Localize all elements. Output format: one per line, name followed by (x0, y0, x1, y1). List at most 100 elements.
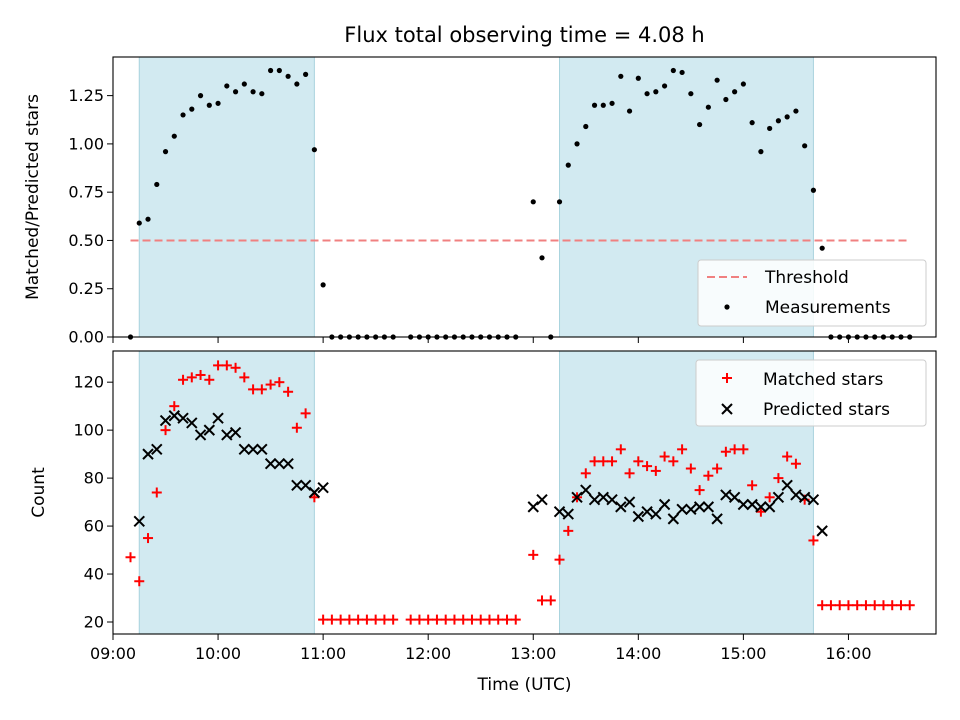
measurement-point (171, 133, 177, 139)
y-tick-label: 120 (73, 373, 104, 392)
matched-star-point (545, 595, 556, 606)
measurement-point (802, 143, 808, 149)
legend-predicted-label: Predicted stars (763, 400, 890, 420)
matched-star-point (729, 444, 740, 455)
x-tick-label: 15:00 (720, 644, 766, 663)
predicted-star-point (177, 412, 189, 424)
predicted-star-point (641, 505, 653, 518)
matched-star-point (887, 600, 898, 611)
matched-star-point (528, 549, 539, 560)
matched-star-point (878, 600, 889, 611)
matched-star-point (300, 408, 311, 419)
matched-star-point (650, 465, 661, 476)
predicted-star-point (807, 493, 820, 506)
bottom-y-axis: 20 40 60 80 100 120 (73, 373, 113, 632)
measurement-point (819, 245, 825, 251)
predicted-star-point (133, 515, 145, 527)
measurement-point (250, 89, 256, 95)
matched-star-point (431, 614, 442, 625)
measurement-point (810, 187, 817, 193)
predicted-star-point (755, 501, 767, 513)
matched-star-point (808, 535, 819, 546)
measurement-point (793, 108, 799, 114)
y-tick-label: 1.00 (68, 134, 104, 153)
measurement-point (276, 67, 282, 74)
measurement-point (723, 96, 729, 103)
predicted-star-point (221, 429, 233, 441)
predicted-star-point (536, 493, 548, 506)
predicted-star-point (580, 484, 592, 496)
measurement-point (206, 102, 212, 108)
matched-star-point (537, 595, 548, 606)
predicted-star-point (142, 448, 154, 460)
matched-star-point (694, 485, 705, 496)
measurement-point (154, 181, 160, 188)
measurement-point (618, 73, 624, 79)
predicted-star-point (737, 498, 750, 511)
matched-star-point (703, 470, 714, 481)
bottom-axes-frame (112, 350, 937, 635)
matched-star-point (642, 461, 653, 472)
measurement-point (189, 106, 195, 112)
predicted-star-point (816, 525, 828, 537)
matched-star-point (668, 456, 679, 467)
legend-matched-label: Matched stars (763, 370, 883, 390)
matched-star-point (782, 451, 793, 462)
measurement-point (784, 114, 790, 120)
matched-star-point (764, 492, 775, 503)
measurement-point (705, 104, 711, 110)
predicted-star-point (615, 501, 627, 513)
top-series-layer (127, 67, 913, 340)
predicted-star-point (194, 429, 207, 441)
matched-star-point (484, 614, 495, 625)
matched-star-point (221, 360, 232, 371)
measurement-point (626, 108, 633, 114)
y-tick-label: 1.25 (68, 86, 104, 105)
predicted-star-point (790, 489, 802, 501)
measurement-point (644, 91, 650, 97)
measurement-point (697, 121, 703, 128)
legend-predicted-swatch (721, 403, 733, 415)
x-tick-label: 12:00 (405, 644, 451, 663)
measurement-point (574, 141, 580, 147)
matched-star-point (160, 425, 171, 436)
matched-star-point (423, 614, 434, 625)
matched-star-point (747, 480, 758, 491)
measurement-point (591, 102, 598, 108)
predicted-star-point (317, 481, 329, 494)
legend-box (695, 359, 927, 427)
predicted-star-point (650, 508, 662, 520)
matched-star-point (335, 614, 346, 625)
y-tick-label: 0.00 (68, 328, 104, 347)
y-tick-label: 0.25 (68, 279, 104, 298)
shaded-interval (139, 57, 315, 337)
measurement-point (285, 73, 291, 79)
matched-star-point (178, 374, 189, 385)
chart-title: Flux total observing time = 4.08 h (344, 23, 704, 47)
measurement-point (609, 100, 615, 106)
x-tick-label: 09:00 (90, 644, 136, 663)
y-tick-label: 100 (73, 421, 104, 440)
matched-star-point (860, 600, 871, 611)
predicted-star-point (798, 491, 811, 504)
matched-star-point (501, 614, 512, 625)
predicted-star-point (763, 501, 776, 513)
matched-star-point (344, 614, 355, 625)
matched-star-point (589, 456, 600, 467)
x-tick-label: 10:00 (195, 644, 241, 663)
y-tick-label: 20 (84, 613, 104, 632)
matched-star-point (134, 576, 145, 587)
matched-star-point (326, 614, 337, 625)
measurement-point (758, 149, 764, 155)
y-tick-label: 0.50 (68, 231, 104, 250)
matched-star-point (318, 614, 329, 625)
measurement-point (653, 89, 659, 95)
matched-star-point (143, 533, 154, 544)
predicted-star-point (588, 493, 601, 506)
matched-star-point (563, 525, 574, 536)
measurement-point (714, 77, 720, 83)
y-tick-label: 60 (84, 517, 104, 536)
predicted-star-point (571, 491, 583, 504)
bottom-panel: 20 40 60 80 100 120 09:00 10:00 11:00 12:00 13:00… (29, 350, 937, 695)
